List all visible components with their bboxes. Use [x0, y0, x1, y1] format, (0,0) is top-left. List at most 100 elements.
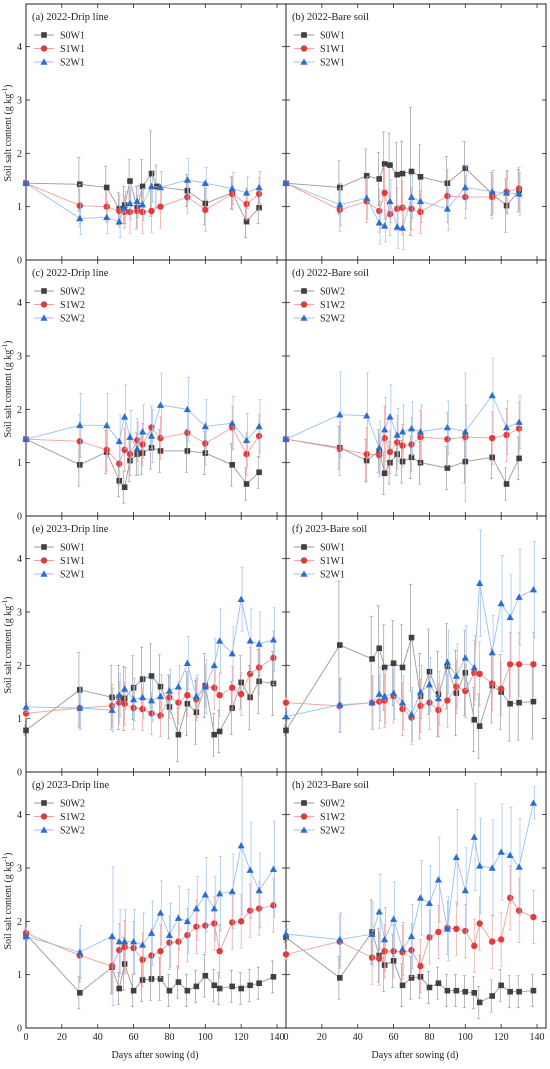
y-tick-label: 0: [17, 768, 22, 779]
x-tick-label: 40: [353, 1032, 363, 1043]
data-point: [255, 640, 263, 647]
panel-8: 0 20 40 60 80 100 120 140 (h) 2023-Bare soil S0W2…: [282, 771, 547, 1043]
data-point: [116, 699, 123, 706]
data-point: [129, 695, 138, 703]
y-axis-label-bottom: Soil salt content (g kg-1): [1, 853, 14, 950]
data-point: [147, 182, 156, 190]
x-tick-label: 80: [424, 1032, 434, 1043]
data-point: [108, 706, 116, 713]
data-point: [282, 699, 290, 706]
data-point: [157, 203, 164, 210]
data-point: [184, 193, 191, 201]
legend-label: S0W2: [320, 799, 345, 810]
series-S1W2: [22, 405, 263, 486]
data-point: [211, 920, 218, 927]
legend-marker: [40, 314, 48, 321]
panel-title: (e) 2023-Drip line: [32, 524, 109, 535]
data-point: [398, 945, 407, 952]
data-point: [488, 391, 496, 399]
data-point: [103, 184, 110, 191]
data-point: [22, 703, 30, 710]
data-point: [489, 993, 496, 999]
data-point: [461, 886, 469, 894]
data-point: [507, 700, 513, 707]
data-point: [138, 200, 147, 208]
data-point: [174, 914, 183, 921]
data-point: [488, 864, 496, 871]
legend-label: S2W2: [60, 314, 85, 325]
data-point: [229, 983, 236, 990]
y-tick-label: 1: [17, 714, 22, 725]
legend: S0W1 S1W1 S2W1: [294, 543, 345, 581]
data-point: [368, 699, 376, 706]
legend-label: S1W1: [60, 556, 85, 567]
data-point: [103, 446, 110, 454]
data-point: [175, 731, 182, 738]
data-point: [175, 699, 182, 706]
legend-marker: [300, 826, 308, 833]
data-point: [408, 975, 415, 981]
legend-label: S0W1: [60, 31, 85, 42]
data-point: [426, 668, 433, 675]
data-point: [506, 661, 514, 668]
data-point: [133, 437, 141, 444]
data-point: [157, 434, 164, 442]
x-tick-label: 120: [494, 1032, 509, 1043]
data-point: [417, 208, 424, 216]
data-point: [443, 925, 451, 932]
series-S2W2: [282, 783, 538, 977]
series-S2W2: [22, 372, 263, 476]
data-point: [126, 433, 134, 440]
panel-title: (h) 2023-Bare soil: [292, 780, 369, 791]
data-point: [130, 987, 137, 994]
legend-label: S0W2: [320, 287, 345, 298]
y-tick-label: 0: [17, 256, 22, 267]
data-point: [201, 891, 209, 898]
data-point: [228, 184, 236, 192]
data-point: [399, 204, 406, 211]
data-point: [139, 956, 146, 963]
data-point: [256, 980, 262, 986]
panel-title: (f) 2023-Bare soil: [292, 524, 367, 535]
data-point: [76, 704, 84, 711]
data-point: [148, 673, 155, 679]
data-point: [129, 938, 138, 945]
data-point: [336, 206, 343, 214]
x-tick-label: 140: [270, 1032, 285, 1043]
data-point: [394, 171, 400, 178]
legend-marker: [41, 544, 47, 550]
data-point: [133, 207, 141, 215]
series-line: [285, 583, 534, 717]
legend-marker: [41, 32, 47, 38]
data-point: [444, 192, 451, 200]
x-tick-label: 40: [93, 1032, 103, 1043]
data-point: [497, 685, 505, 692]
x-tick-label: 20: [317, 1032, 327, 1043]
series-line: [25, 657, 274, 716]
legend-marker: [300, 58, 308, 65]
data-point: [476, 723, 483, 729]
data-point: [201, 179, 209, 186]
legend: S0W2 S1W2 S2W2: [294, 799, 345, 837]
legend-label: S2W1: [60, 570, 85, 581]
y-tick-label: 3: [17, 96, 22, 107]
data-point: [130, 704, 137, 712]
x-tick-label: 140: [530, 1032, 545, 1043]
data-point: [202, 206, 209, 214]
data-point: [453, 987, 460, 994]
y-tick-label: 3: [17, 608, 22, 619]
data-point: [506, 613, 514, 621]
legend-marker: [300, 557, 308, 564]
data-point: [216, 692, 223, 699]
data-point: [121, 700, 128, 707]
data-point: [498, 982, 504, 989]
data-point: [376, 955, 383, 962]
data-point: [381, 161, 388, 167]
legend-marker: [40, 45, 48, 52]
data-point: [471, 716, 478, 723]
data-point: [336, 184, 343, 191]
data-point: [407, 710, 416, 718]
data-point: [121, 413, 129, 420]
